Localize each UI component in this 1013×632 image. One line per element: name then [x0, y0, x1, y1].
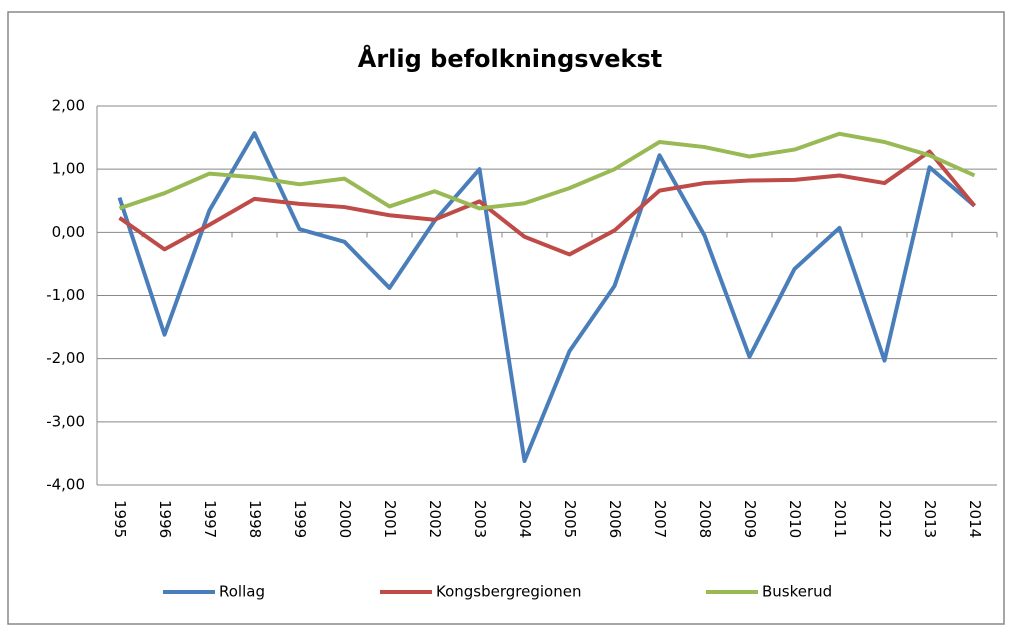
x-tick-label: 2000 [336, 500, 354, 538]
x-tick-label: 1996 [156, 500, 174, 538]
x-tick-label: 2011 [831, 500, 849, 538]
x-tick-label: 2003 [471, 500, 489, 538]
chart-title: Årlig befolkningsvekst [358, 44, 662, 73]
x-tick-label: 2007 [651, 500, 669, 538]
y-tick-label: -1,00 [46, 286, 85, 304]
y-tick-label: 1,00 [52, 160, 85, 178]
x-tick-label: 2006 [606, 500, 624, 538]
y-tick-label: 0,00 [52, 223, 85, 241]
x-tick-label: 1995 [111, 500, 129, 538]
x-tick-label: 1997 [201, 500, 219, 538]
x-tick-label: 2014 [966, 500, 984, 538]
x-tick-label: 2008 [696, 500, 714, 538]
x-tick-label: 2012 [876, 500, 894, 538]
x-tick-label: 2004 [516, 500, 534, 538]
legend-label: Buskerud [762, 583, 832, 601]
x-tick-label: 2010 [786, 500, 804, 538]
x-tick-label: 2001 [381, 500, 399, 538]
legend-label: Rollag [219, 583, 265, 601]
x-tick-label: 2005 [561, 500, 579, 538]
x-tick-label: 2002 [426, 500, 444, 538]
x-tick-label: 2009 [741, 500, 759, 538]
series-line [118, 131, 976, 211]
legend-label: Kongsbergregionen [436, 583, 581, 601]
series-line [117, 131, 976, 463]
x-tick-label: 2013 [921, 500, 939, 538]
y-tick-label: -2,00 [46, 349, 85, 367]
y-tick-label: -3,00 [46, 412, 85, 430]
chart-frame [7, 11, 1005, 625]
y-tick-label: -4,00 [46, 476, 85, 494]
series-line [118, 149, 977, 257]
y-tick-label: 2,00 [52, 97, 85, 115]
x-tick-label: 1999 [291, 500, 309, 538]
x-tick-label: 1998 [246, 500, 264, 538]
